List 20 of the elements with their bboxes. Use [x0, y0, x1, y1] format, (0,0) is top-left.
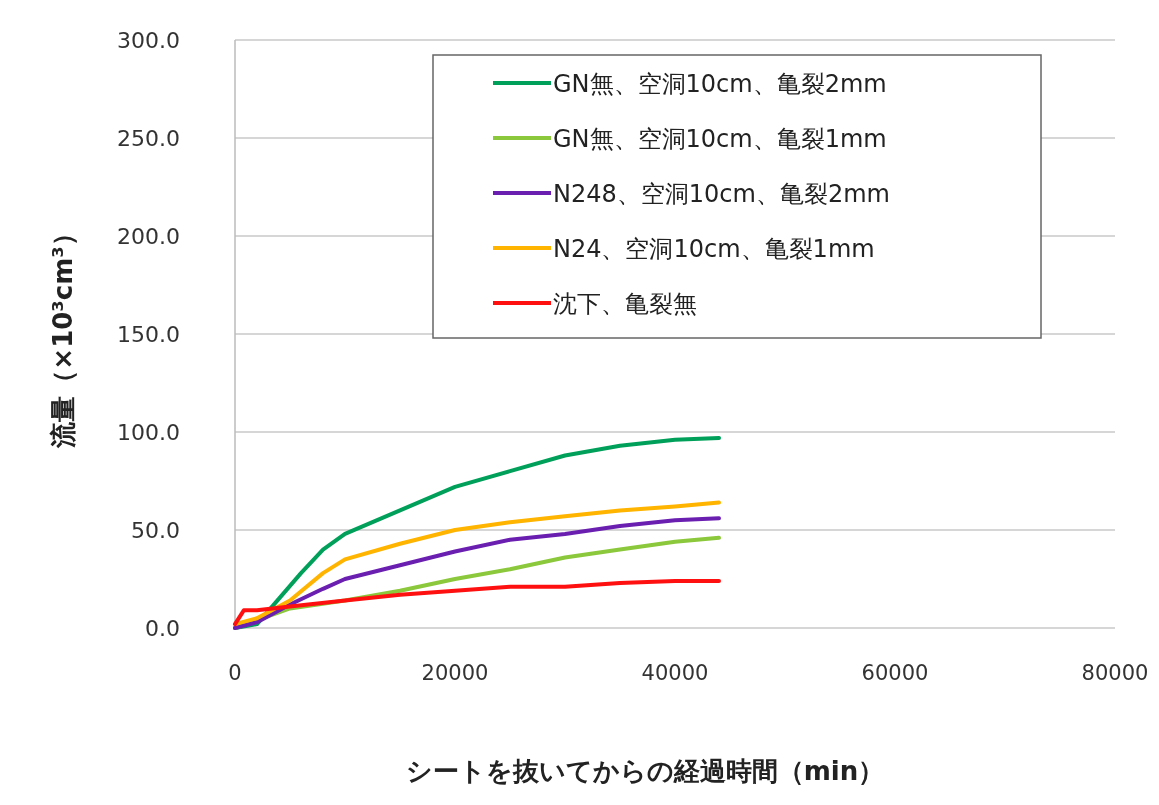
y-tick-label: 200.0: [117, 224, 180, 249]
legend-label: N248、空洞10cm、亀裂2mm: [553, 180, 890, 208]
y-tick-label: 150.0: [117, 322, 180, 347]
y-tick-label: 50.0: [131, 518, 180, 543]
y-tick-label: 100.0: [117, 420, 180, 445]
y-tick-label: 0.0: [145, 616, 180, 641]
x-tick-label: 80000: [1081, 661, 1149, 685]
y-tick-label: 250.0: [117, 126, 180, 151]
x-tick-label: 60000: [861, 661, 929, 685]
y-tick-label: 300.0: [117, 28, 180, 53]
x-axis-title: シートを抜いてからの経過時間（min）: [405, 756, 885, 786]
line-series: [233, 578, 721, 627]
x-tick-label: 20000: [421, 661, 489, 685]
x-tick-label: 40000: [641, 661, 709, 685]
legend-label: GN無、空洞10cm、亀裂2mm: [553, 70, 887, 98]
x-tick-label: 0: [228, 661, 242, 685]
legend-label: GN無、空洞10cm、亀裂1mm: [553, 125, 887, 153]
y-axis-title: 流量（×10³cm³）: [48, 220, 78, 449]
legend-label: N24、空洞10cm、亀裂1mm: [553, 235, 875, 263]
legend-label: 沈下、亀裂無: [553, 290, 697, 318]
